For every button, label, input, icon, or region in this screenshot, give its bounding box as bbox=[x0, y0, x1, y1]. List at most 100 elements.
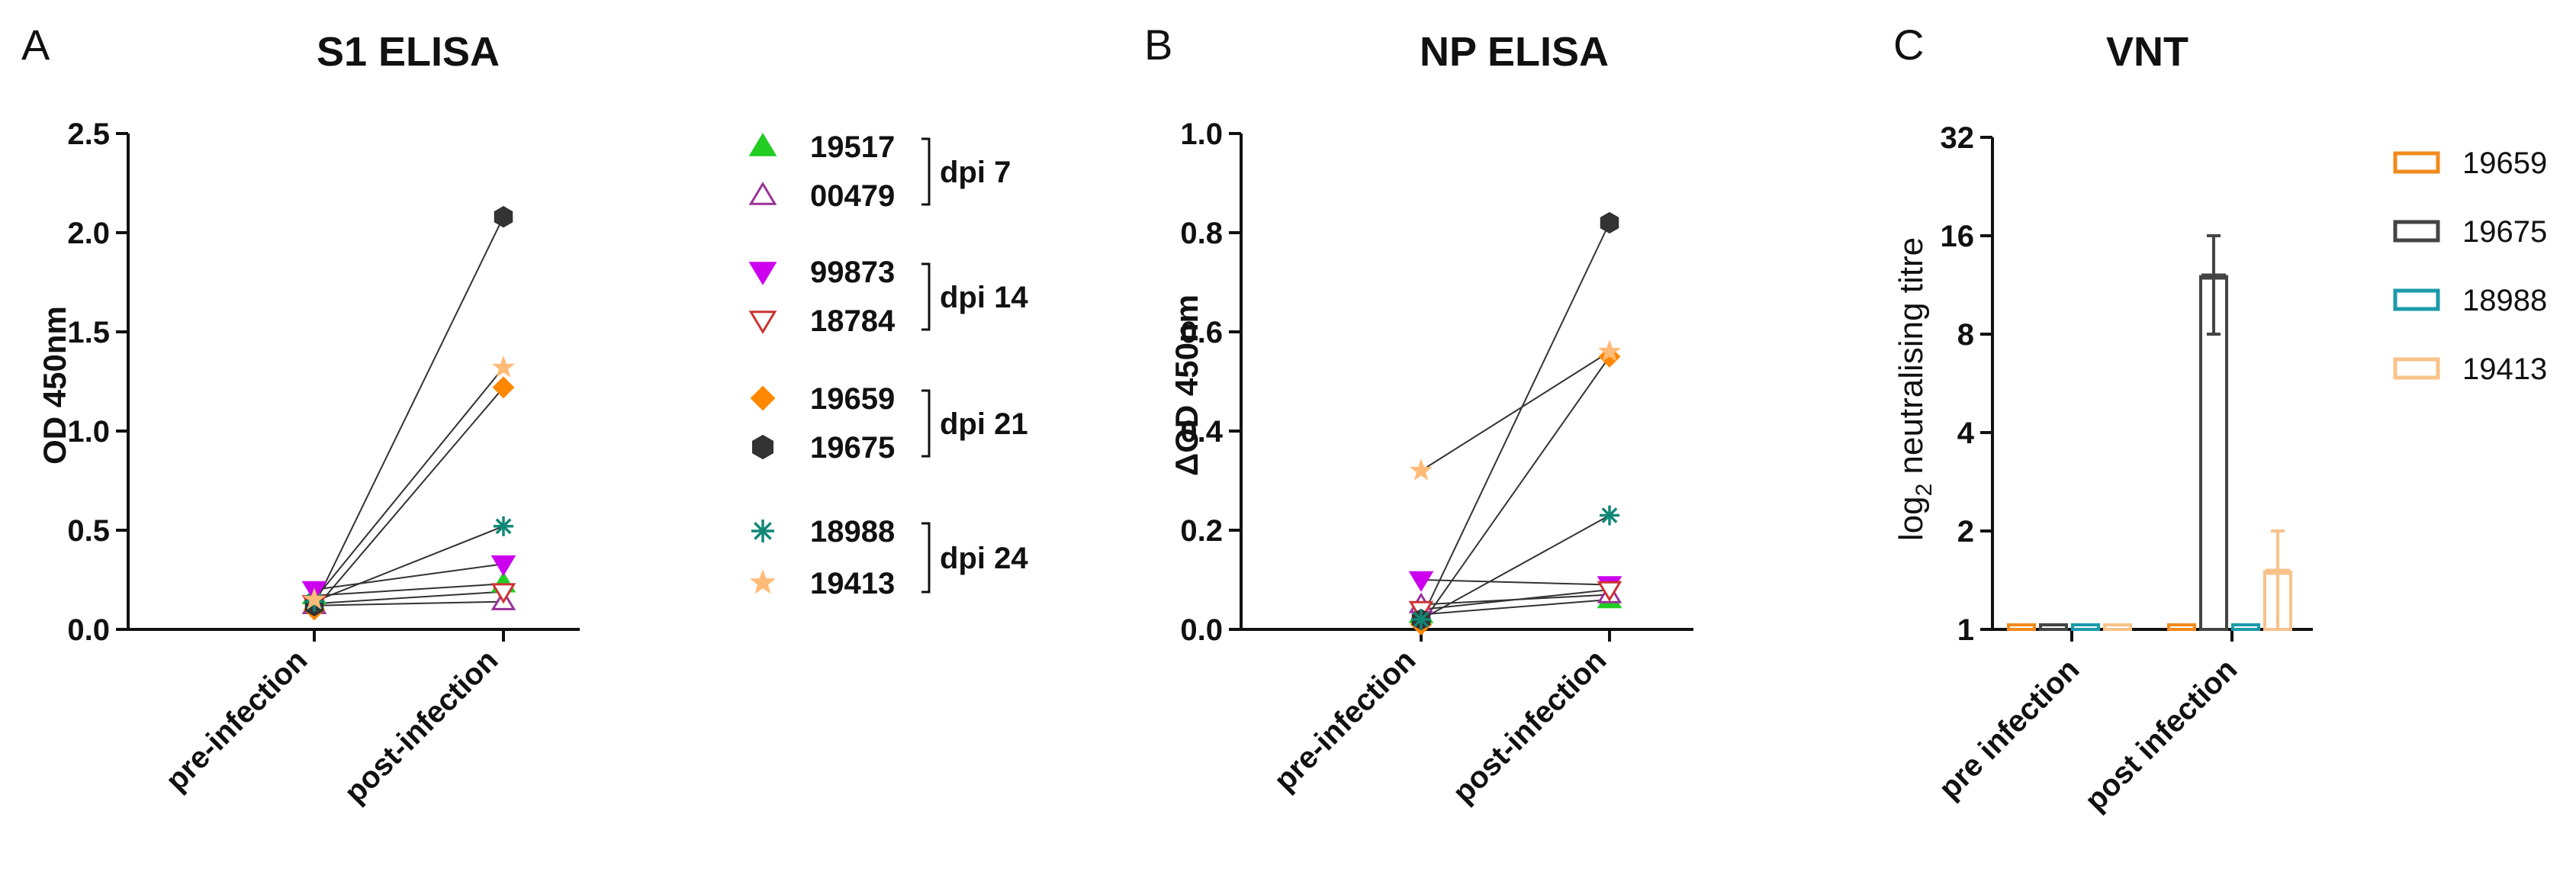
panel-b-np-elisa: B NP ELISA ΔOD 450nm 0.00.20.40.60.81.0 … bbox=[1144, 21, 1693, 809]
panel-a-s1-elisa: A S1 ELISA OD 450nm 0.0 0.5 1.0 1.5 2.0 2.5 p… bbox=[21, 21, 580, 809]
point-18988-post bbox=[1600, 505, 1619, 526]
bar-18988-post bbox=[2231, 623, 2260, 631]
y-tick-label: 1.0 bbox=[1180, 117, 1223, 151]
legend-marker-19413 bbox=[749, 569, 777, 594]
series-line-19517 bbox=[314, 583, 504, 597]
panel-b-lines bbox=[1420, 222, 1610, 626]
point-99873-pre bbox=[1408, 571, 1434, 592]
legend-label-19659: 19659 bbox=[810, 382, 895, 416]
panel-b-letter: B bbox=[1144, 21, 1172, 69]
error-bar-19413 bbox=[2266, 529, 2290, 631]
y-tick-label: 0.0 bbox=[1180, 613, 1223, 647]
panel-c-letter: C bbox=[1893, 21, 1924, 69]
legend-marker-18784 bbox=[748, 311, 777, 334]
y-tick-label: 0.8 bbox=[1180, 217, 1223, 250]
point-18784-post bbox=[490, 583, 516, 604]
series-line-19659 bbox=[1420, 356, 1610, 626]
series-line-19413 bbox=[1420, 351, 1610, 471]
legend-marker-18988 bbox=[751, 520, 774, 542]
panel-c-title: VNT bbox=[2106, 29, 2188, 75]
y-tick-label: 2.0 bbox=[67, 217, 110, 250]
legend-marker-00479 bbox=[748, 182, 777, 205]
panel-c-y-label-sub: 2 bbox=[1912, 484, 1937, 497]
panel-b-title: NP ELISA bbox=[1420, 29, 1609, 75]
point-18988-post bbox=[494, 516, 513, 536]
panel-a-letter: A bbox=[21, 21, 50, 69]
panel-a-axes: 0.0 0.5 1.0 1.5 2.0 2.5 bbox=[67, 117, 580, 647]
series-line-18988 bbox=[1420, 514, 1610, 620]
y-tick-label: 1 bbox=[1957, 613, 1974, 647]
legend-label-19517: 19517 bbox=[810, 130, 895, 164]
point-19675-post bbox=[1600, 211, 1619, 234]
y-tick-label: 0.0 bbox=[67, 613, 110, 647]
legend-label-19675: 19675 bbox=[810, 431, 895, 465]
legend-label-19413: 19413 bbox=[810, 567, 895, 600]
legend-vnt: 19659 19675 18988 19413 bbox=[2393, 146, 2547, 386]
y-tick-label: 0.4 bbox=[1180, 415, 1223, 449]
panel-c-axes: 1 2 4 8 16 32 bbox=[1941, 121, 2313, 647]
y-tick-label: 8 bbox=[1957, 318, 1974, 352]
panel-c-x-tick-post: post infection bbox=[2079, 652, 2244, 818]
series-line-19675 bbox=[1420, 222, 1610, 620]
legend-group-label: dpi 14 bbox=[940, 281, 1028, 314]
legend-bracket bbox=[921, 262, 931, 331]
error-bar-19675 bbox=[2201, 234, 2226, 336]
series-line-19659 bbox=[314, 387, 504, 610]
legend-swatch-19413 bbox=[2393, 357, 2440, 380]
series-line-18784 bbox=[314, 590, 504, 605]
panel-b-points bbox=[1408, 211, 1622, 635]
legend-swatch-19675 bbox=[2393, 220, 2440, 243]
y-tick-label: 2 bbox=[1957, 515, 1974, 549]
y-tick-label: 0.5 bbox=[67, 514, 110, 548]
legend-label-vnt-19659: 19659 bbox=[2462, 146, 2547, 180]
legend-label-vnt-19675: 19675 bbox=[2462, 215, 2547, 249]
panel-c-bars bbox=[2007, 234, 2292, 632]
point-19413-pre bbox=[302, 587, 326, 610]
bar-19413-pre bbox=[2103, 623, 2132, 631]
bar-19675-pre bbox=[2039, 623, 2068, 631]
bar-19659-pre bbox=[2007, 623, 2036, 631]
panel-a-lines bbox=[314, 216, 504, 610]
legend-label-99873: 99873 bbox=[810, 256, 895, 289]
series-line-18784 bbox=[1420, 589, 1610, 610]
legend-marker-99873 bbox=[748, 262, 777, 285]
legend-swatch-18988 bbox=[2393, 288, 2440, 311]
bar-19659-post bbox=[2167, 623, 2196, 631]
point-19413-post bbox=[491, 356, 516, 378]
legend-swatch-19659 bbox=[2393, 151, 2440, 174]
legend-bracket bbox=[921, 137, 931, 206]
panel-a-x-tick-pre: pre-infection bbox=[159, 643, 314, 797]
panel-a-points bbox=[301, 206, 516, 621]
panel-b-x-tick-pre: pre-infection bbox=[1268, 643, 1422, 797]
y-tick-label: 4 bbox=[1957, 417, 1975, 450]
legend-bracket bbox=[921, 522, 931, 594]
point-19413-pre bbox=[1409, 459, 1433, 481]
point-18988-pre bbox=[1411, 610, 1431, 629]
panel-a-title: S1 ELISA bbox=[317, 29, 500, 75]
legend-group-label: dpi 24 bbox=[940, 542, 1028, 575]
y-tick-label: 2.5 bbox=[67, 117, 110, 151]
legend-marker-19675 bbox=[752, 434, 773, 460]
bar-19675-post bbox=[2199, 275, 2228, 631]
panel-b-axes: 0.0 0.2 0.4 0.6 0.8 1.0 bbox=[1180, 117, 1693, 647]
y-tick-label: 1.5 bbox=[67, 316, 110, 349]
panel-c-x-tick-pre: pre infection bbox=[1933, 652, 2086, 806]
legend-label-vnt-19413: 19413 bbox=[2462, 352, 2547, 386]
legend-elisa: 19517 00479 99873 18784 19659 19675 18988 19413… bbox=[748, 130, 1028, 600]
panel-c-y-label-rest: neutralising titre bbox=[1893, 237, 1930, 484]
y-tick-label: 1.0 bbox=[67, 415, 110, 449]
y-tick-label: 16 bbox=[1941, 220, 1975, 253]
panel-b-y-axis-label: ΔOD 450nm bbox=[1169, 294, 1204, 476]
y-tick-label: 0.2 bbox=[1180, 514, 1223, 548]
panel-a-x-tick-post: post-infection bbox=[338, 643, 504, 809]
point-18784-post bbox=[1597, 581, 1622, 602]
legend-bracket bbox=[921, 389, 931, 458]
series-line-18988 bbox=[314, 525, 504, 603]
series-line-00479 bbox=[314, 600, 504, 607]
legend-group-label: dpi 7 bbox=[940, 156, 1011, 189]
panel-b-x-tick-post: post-infection bbox=[1446, 643, 1613, 809]
point-19659-post bbox=[492, 376, 515, 399]
legend-marker-19517 bbox=[748, 133, 777, 156]
